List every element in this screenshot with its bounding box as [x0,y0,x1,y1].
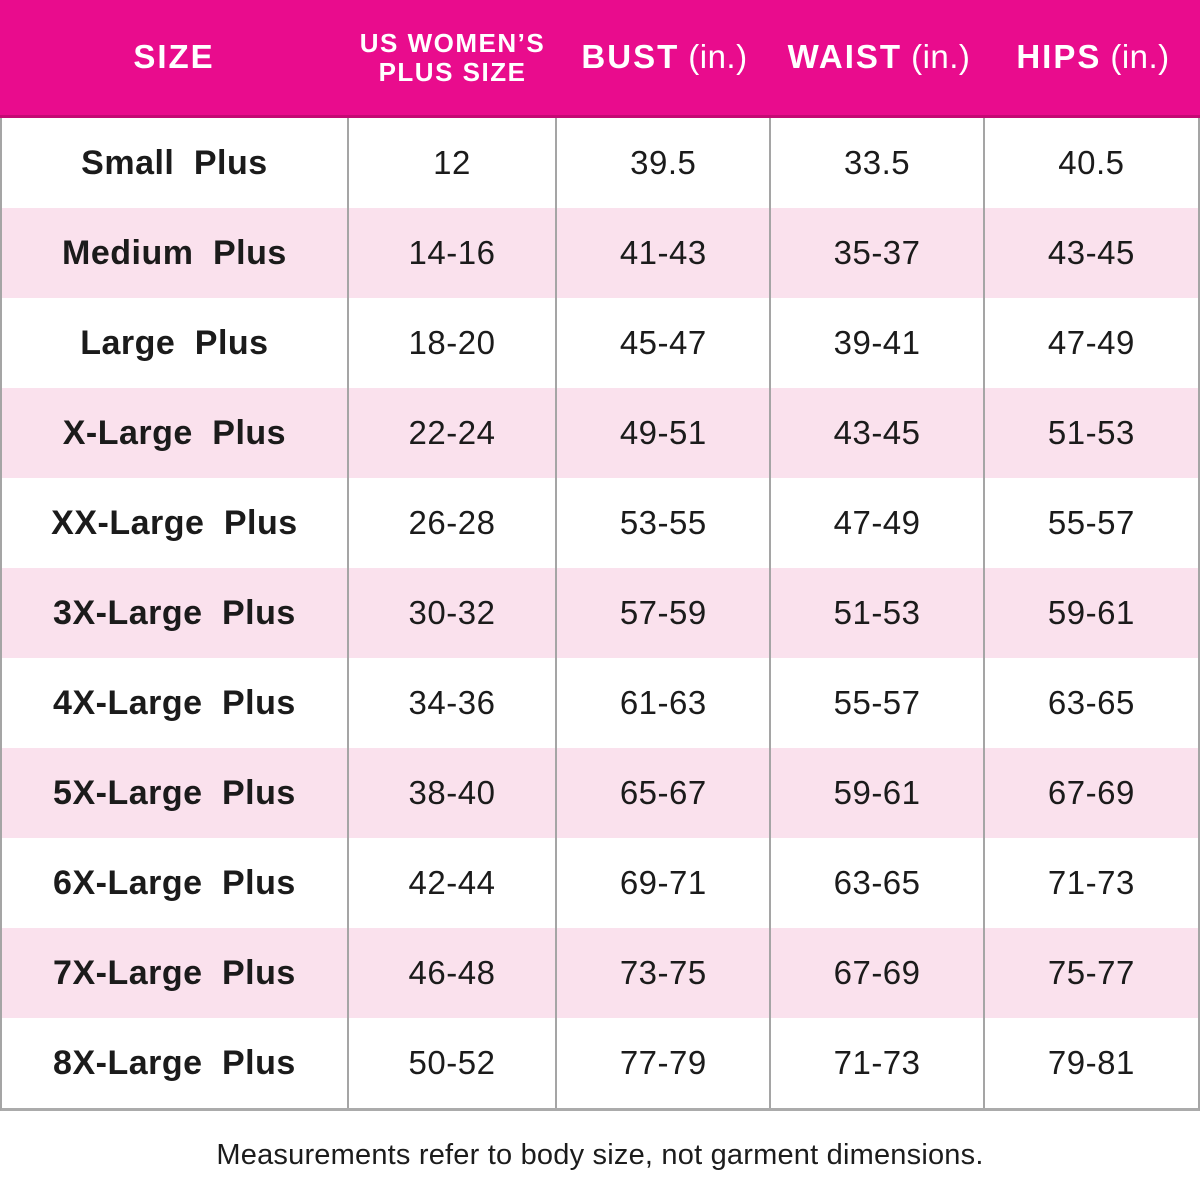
header-bust-label: BUST [581,38,680,76]
table-row: Small Plus 12 39.5 33.5 40.5 [2,118,1198,208]
header-bust-unit: (in.) [688,38,748,76]
size-label-cell: 4X-Large Plus [2,658,349,748]
header-waist-unit: (in.) [911,38,971,76]
measurement-cell: 59-61 [771,748,985,838]
size-label-cell: XX-Large Plus [2,478,349,568]
header-plus-size-line2: PLUS SIZE [378,56,527,87]
measurement-cell: 57-59 [557,568,772,658]
measurement-cell: 50-52 [349,1018,558,1108]
measurement-cell: 46-48 [349,928,558,1018]
measurement-cell: 61-63 [557,658,772,748]
measurement-cell: 14-16 [349,208,558,298]
table-row: 5X-Large Plus 38-40 65-67 59-61 67-69 [2,748,1198,838]
measurement-cell: 33.5 [771,118,985,208]
measurement-cell: 26-28 [349,478,558,568]
header-us-womens-plus-size: US WOMEN’S PLUS SIZE [348,29,557,86]
measurement-cell: 41-43 [557,208,772,298]
measurement-note: Measurements refer to body size, not gar… [216,1139,984,1171]
measurement-cell: 79-81 [1047,1044,1135,1081]
measurement-cell: 69-71 [557,838,772,928]
measurement-cell: 55-57 [1047,504,1135,541]
size-label-cell: 8X-Large Plus [2,1018,349,1108]
measurement-cell: 63-65 [771,838,985,928]
table-row: XX-Large Plus 26-28 53-55 47-49 55-57 [2,478,1198,568]
measurement-cell: 55-57 [771,658,985,748]
header-size-label: SIZE [133,38,215,76]
size-label-cell: X-Large Plus [2,388,349,478]
size-label-cell: Medium Plus [2,208,349,298]
size-label-cell: Large Plus [2,298,349,388]
measurement-cell: 42-44 [349,838,558,928]
header-plus-size-line1: US WOMEN’S [359,27,546,58]
measurement-cell: 67-69 [771,928,985,1018]
measurement-cell: 34-36 [349,658,558,748]
measurement-cell: 39-41 [771,298,985,388]
table-row: Medium Plus 14-16 41-43 35-37 43-45 [2,208,1198,298]
measurement-cell: 47-49 [771,478,985,568]
measurement-cell: 30-32 [349,568,558,658]
table-row: 4X-Large Plus 34-36 61-63 55-57 63-65 [2,658,1198,748]
measurement-cell: 75-77 [1047,954,1135,991]
header-waist-label: WAIST [787,38,903,76]
measurement-cell: 47-49 [1047,324,1135,361]
measurement-cell: 35-37 [771,208,985,298]
measurement-cell: 59-61 [1047,594,1135,631]
table-row: 8X-Large Plus 50-52 77-79 71-73 79-81 [2,1018,1198,1108]
size-label-cell: 7X-Large Plus [2,928,349,1018]
header-size: SIZE [0,39,348,75]
measurement-cell: 77-79 [557,1018,772,1108]
measurement-cell: 53-55 [557,478,772,568]
measurement-cell: 71-73 [771,1018,985,1108]
header-bust: BUST (in.) [557,39,772,75]
size-label-cell: Small Plus [2,118,349,208]
table-row: 3X-Large Plus 30-32 57-59 51-53 59-61 [2,568,1198,658]
measurement-cell: 45-47 [557,298,772,388]
size-table-body: Small Plus 12 39.5 33.5 40.5 Medium Plus 14-16… [0,118,1200,1111]
table-row: X-Large Plus 22-24 49-51 43-45 51-53 [2,388,1198,478]
size-label-cell: 5X-Large Plus [2,748,349,838]
measurement-cell: 18-20 [349,298,558,388]
header-hips-unit: (in.) [1110,38,1170,76]
measurement-cell: 49-51 [557,388,772,478]
header-hips: HIPS (in.) [986,39,1200,75]
measurement-cell: 73-75 [557,928,772,1018]
table-row: 6X-Large Plus 42-44 69-71 63-65 71-73 [2,838,1198,928]
table-row: Large Plus 18-20 45-47 39-41 47-49 [2,298,1198,388]
table-row: 7X-Large Plus 46-48 73-75 67-69 75-77 [2,928,1198,1018]
measurement-cell: 67-69 [1047,774,1135,811]
measurement-cell: 39.5 [557,118,772,208]
size-label-cell: 3X-Large Plus [2,568,349,658]
measurement-cell: 43-45 [771,388,985,478]
header-hips-label: HIPS [1016,38,1102,76]
measurement-cell: 22-24 [349,388,558,478]
measurement-cell: 43-45 [1047,234,1135,271]
measurement-cell: 51-53 [1047,414,1135,451]
header-waist: WAIST (in.) [772,39,986,75]
table-header: SIZE US WOMEN’S PLUS SIZE BUST (in.) WAIS… [0,0,1200,118]
size-label-cell: 6X-Large Plus [2,838,349,928]
measurement-cell: 51-53 [771,568,985,658]
measurement-cell: 12 [349,118,558,208]
measurement-cell: 65-67 [557,748,772,838]
measurement-cell: 40.5 [1058,144,1125,181]
measurement-cell: 71-73 [1047,864,1135,901]
measurement-cell: 38-40 [349,748,558,838]
measurement-cell: 63-65 [1047,684,1135,721]
